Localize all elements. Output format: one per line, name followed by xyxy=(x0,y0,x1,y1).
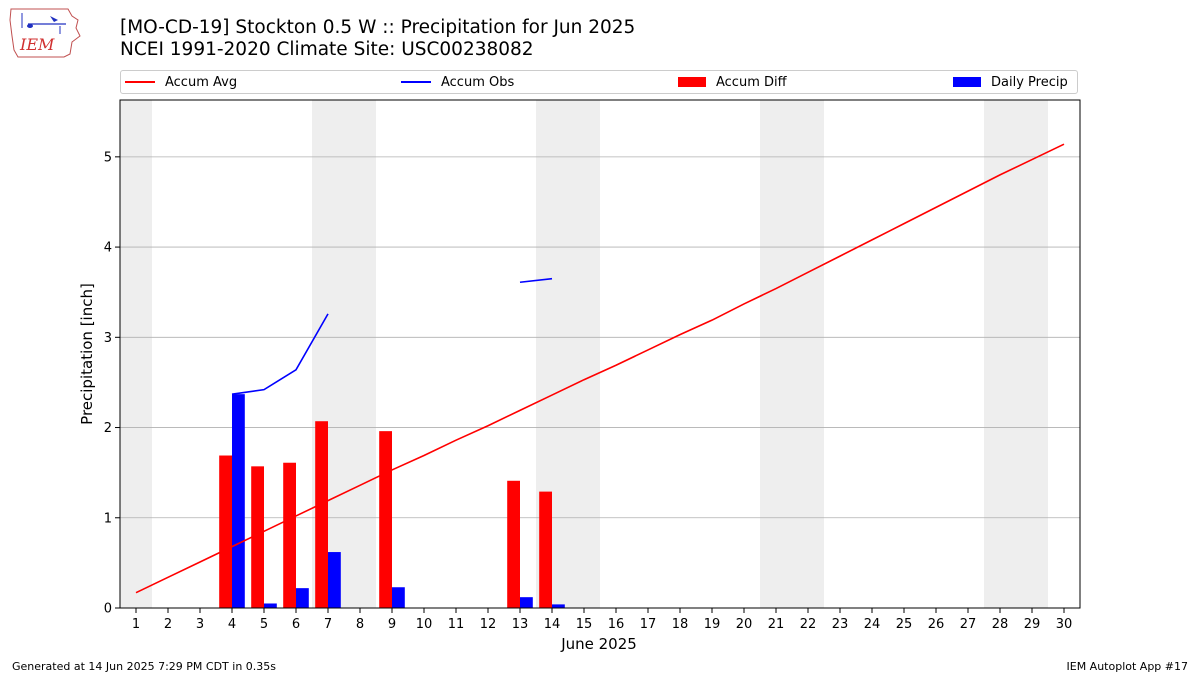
y-tick-label-1: 1 xyxy=(104,511,112,526)
bar-series xyxy=(219,394,565,608)
legend-label-accum-obs: Accum Obs xyxy=(441,74,515,90)
x-tick-label-5: 5 xyxy=(260,617,268,632)
y-tick-label-5: 5 xyxy=(104,150,112,165)
plot-frame xyxy=(119,99,1081,609)
line-accum-avg-segment-0 xyxy=(135,143,1065,594)
bar-daily-precip-day-9 xyxy=(392,587,405,608)
legend-swatch-accum-diff xyxy=(678,77,706,87)
legend-label-accum-diff: Accum Diff xyxy=(716,74,787,90)
x-tick-label-25: 25 xyxy=(896,617,913,632)
x-tick-label-16: 16 xyxy=(608,617,625,632)
legend-label-daily-precip: Daily Precip xyxy=(991,74,1068,90)
x-tick-label-24: 24 xyxy=(864,617,881,632)
x-tick-label-29: 29 xyxy=(1024,617,1041,632)
line-accum-obs-segment-0 xyxy=(231,313,329,395)
legend-item-accum-avg: Accum Avg xyxy=(125,71,237,93)
x-tick-label-12: 12 xyxy=(480,617,497,632)
x-tick-label-8: 8 xyxy=(356,617,364,632)
bar-accum-diff-day-13 xyxy=(507,480,520,608)
legend-item-accum-obs: Accum Obs xyxy=(401,71,514,93)
y-tick-label-3: 3 xyxy=(104,331,112,346)
bar-daily-precip-day-13 xyxy=(520,597,533,608)
legend-item-accum-diff: Accum Diff xyxy=(678,71,787,93)
legend-item-daily-precip: Daily Precip xyxy=(953,71,1068,93)
y-tick-label-2: 2 xyxy=(104,421,112,436)
x-tick-label-14: 14 xyxy=(544,617,561,632)
line-accum-obs-segment-1 xyxy=(519,277,553,284)
x-tick-label-13: 13 xyxy=(512,617,529,632)
legend-swatch-accum-avg xyxy=(125,81,155,83)
bar-accum-diff-day-7 xyxy=(315,421,328,608)
x-tick-label-7: 7 xyxy=(324,617,332,632)
x-tick-label-10: 10 xyxy=(416,617,433,632)
x-tick-label-6: 6 xyxy=(292,617,300,632)
weekend-shade-3 xyxy=(760,100,824,608)
x-tick-label-19: 19 xyxy=(704,617,721,632)
bar-daily-precip-day-7 xyxy=(328,552,341,608)
x-axis-ticks: 1 2 3 4 5 6 7 8 9 10 11 12 13 14 15 16 17 18 19 20 21 22 23 24 2… xyxy=(132,608,1072,632)
legend-swatch-daily-precip xyxy=(953,77,981,87)
x-tick-label-22: 22 xyxy=(800,617,817,632)
y-tick-label-0: 0 xyxy=(104,602,112,617)
bar-accum-diff-day-5 xyxy=(251,466,264,608)
iem-logo: IEM xyxy=(9,8,81,58)
bar-accum-diff-day-9 xyxy=(379,431,392,608)
bar-daily-precip-day-4 xyxy=(232,394,245,608)
footer-generated-text: Generated at 14 Jun 2025 7:29 PM CDT in … xyxy=(12,660,277,673)
bar-accum-diff-day-4 xyxy=(219,455,232,608)
footer-app-text: IEM Autoplot App #17 xyxy=(1066,660,1189,673)
grid-lines xyxy=(120,156,1080,519)
chart-legend: Accum Avg Accum Obs Accum Diff Daily Pre… xyxy=(120,70,1078,94)
x-axis-label: June 2025 xyxy=(560,635,637,653)
x-tick-label-28: 28 xyxy=(992,617,1009,632)
y-tick-label-4: 4 xyxy=(104,241,112,256)
y-axis-label: Precipitation [inch] xyxy=(78,283,96,425)
x-tick-label-26: 26 xyxy=(928,617,945,632)
legend-swatch-accum-obs xyxy=(401,81,431,83)
x-tick-label-1: 1 xyxy=(132,617,140,632)
x-tick-label-15: 15 xyxy=(576,617,593,632)
x-tick-label-2: 2 xyxy=(164,617,172,632)
x-tick-label-21: 21 xyxy=(768,617,785,632)
x-tick-label-18: 18 xyxy=(672,617,689,632)
x-tick-label-9: 9 xyxy=(388,617,396,632)
x-tick-label-23: 23 xyxy=(832,617,849,632)
bar-daily-precip-day-14 xyxy=(552,604,565,608)
chart-title: [MO-CD-19] Stockton 0.5 W :: Precipitati… xyxy=(120,17,636,38)
bar-daily-precip-day-5 xyxy=(264,603,277,608)
x-tick-label-3: 3 xyxy=(196,617,204,632)
x-tick-label-17: 17 xyxy=(640,617,657,632)
weekend-shade-0 xyxy=(120,100,152,608)
legend-label-accum-avg: Accum Avg xyxy=(165,74,238,90)
iowa-outline-icon xyxy=(9,8,81,58)
bar-accum-diff-day-6 xyxy=(283,462,296,608)
weekend-shade-4 xyxy=(984,100,1048,608)
logo-text: IEM xyxy=(19,35,55,54)
line-series xyxy=(135,143,1065,594)
weekend-shading xyxy=(120,100,1048,608)
x-tick-label-11: 11 xyxy=(448,617,465,632)
x-tick-label-20: 20 xyxy=(736,617,753,632)
bar-accum-diff-day-14 xyxy=(539,491,552,608)
y-axis-ticks: 0 1 2 3 4 5 xyxy=(104,150,120,617)
chart-subtitle: NCEI 1991-2020 Climate Site: USC00238082 xyxy=(120,39,534,60)
bar-daily-precip-day-6 xyxy=(296,588,309,608)
x-tick-label-30: 30 xyxy=(1056,617,1073,632)
x-tick-label-27: 27 xyxy=(960,617,977,632)
x-tick-label-4: 4 xyxy=(228,617,236,632)
